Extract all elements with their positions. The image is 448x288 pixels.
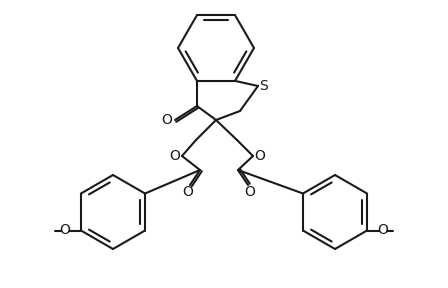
Text: O: O	[378, 223, 388, 238]
Text: O: O	[60, 223, 70, 238]
Text: O: O	[169, 149, 181, 163]
Text: O: O	[183, 185, 194, 199]
Text: O: O	[245, 185, 255, 199]
Text: O: O	[162, 113, 172, 127]
Text: S: S	[260, 79, 268, 93]
Text: O: O	[254, 149, 265, 163]
